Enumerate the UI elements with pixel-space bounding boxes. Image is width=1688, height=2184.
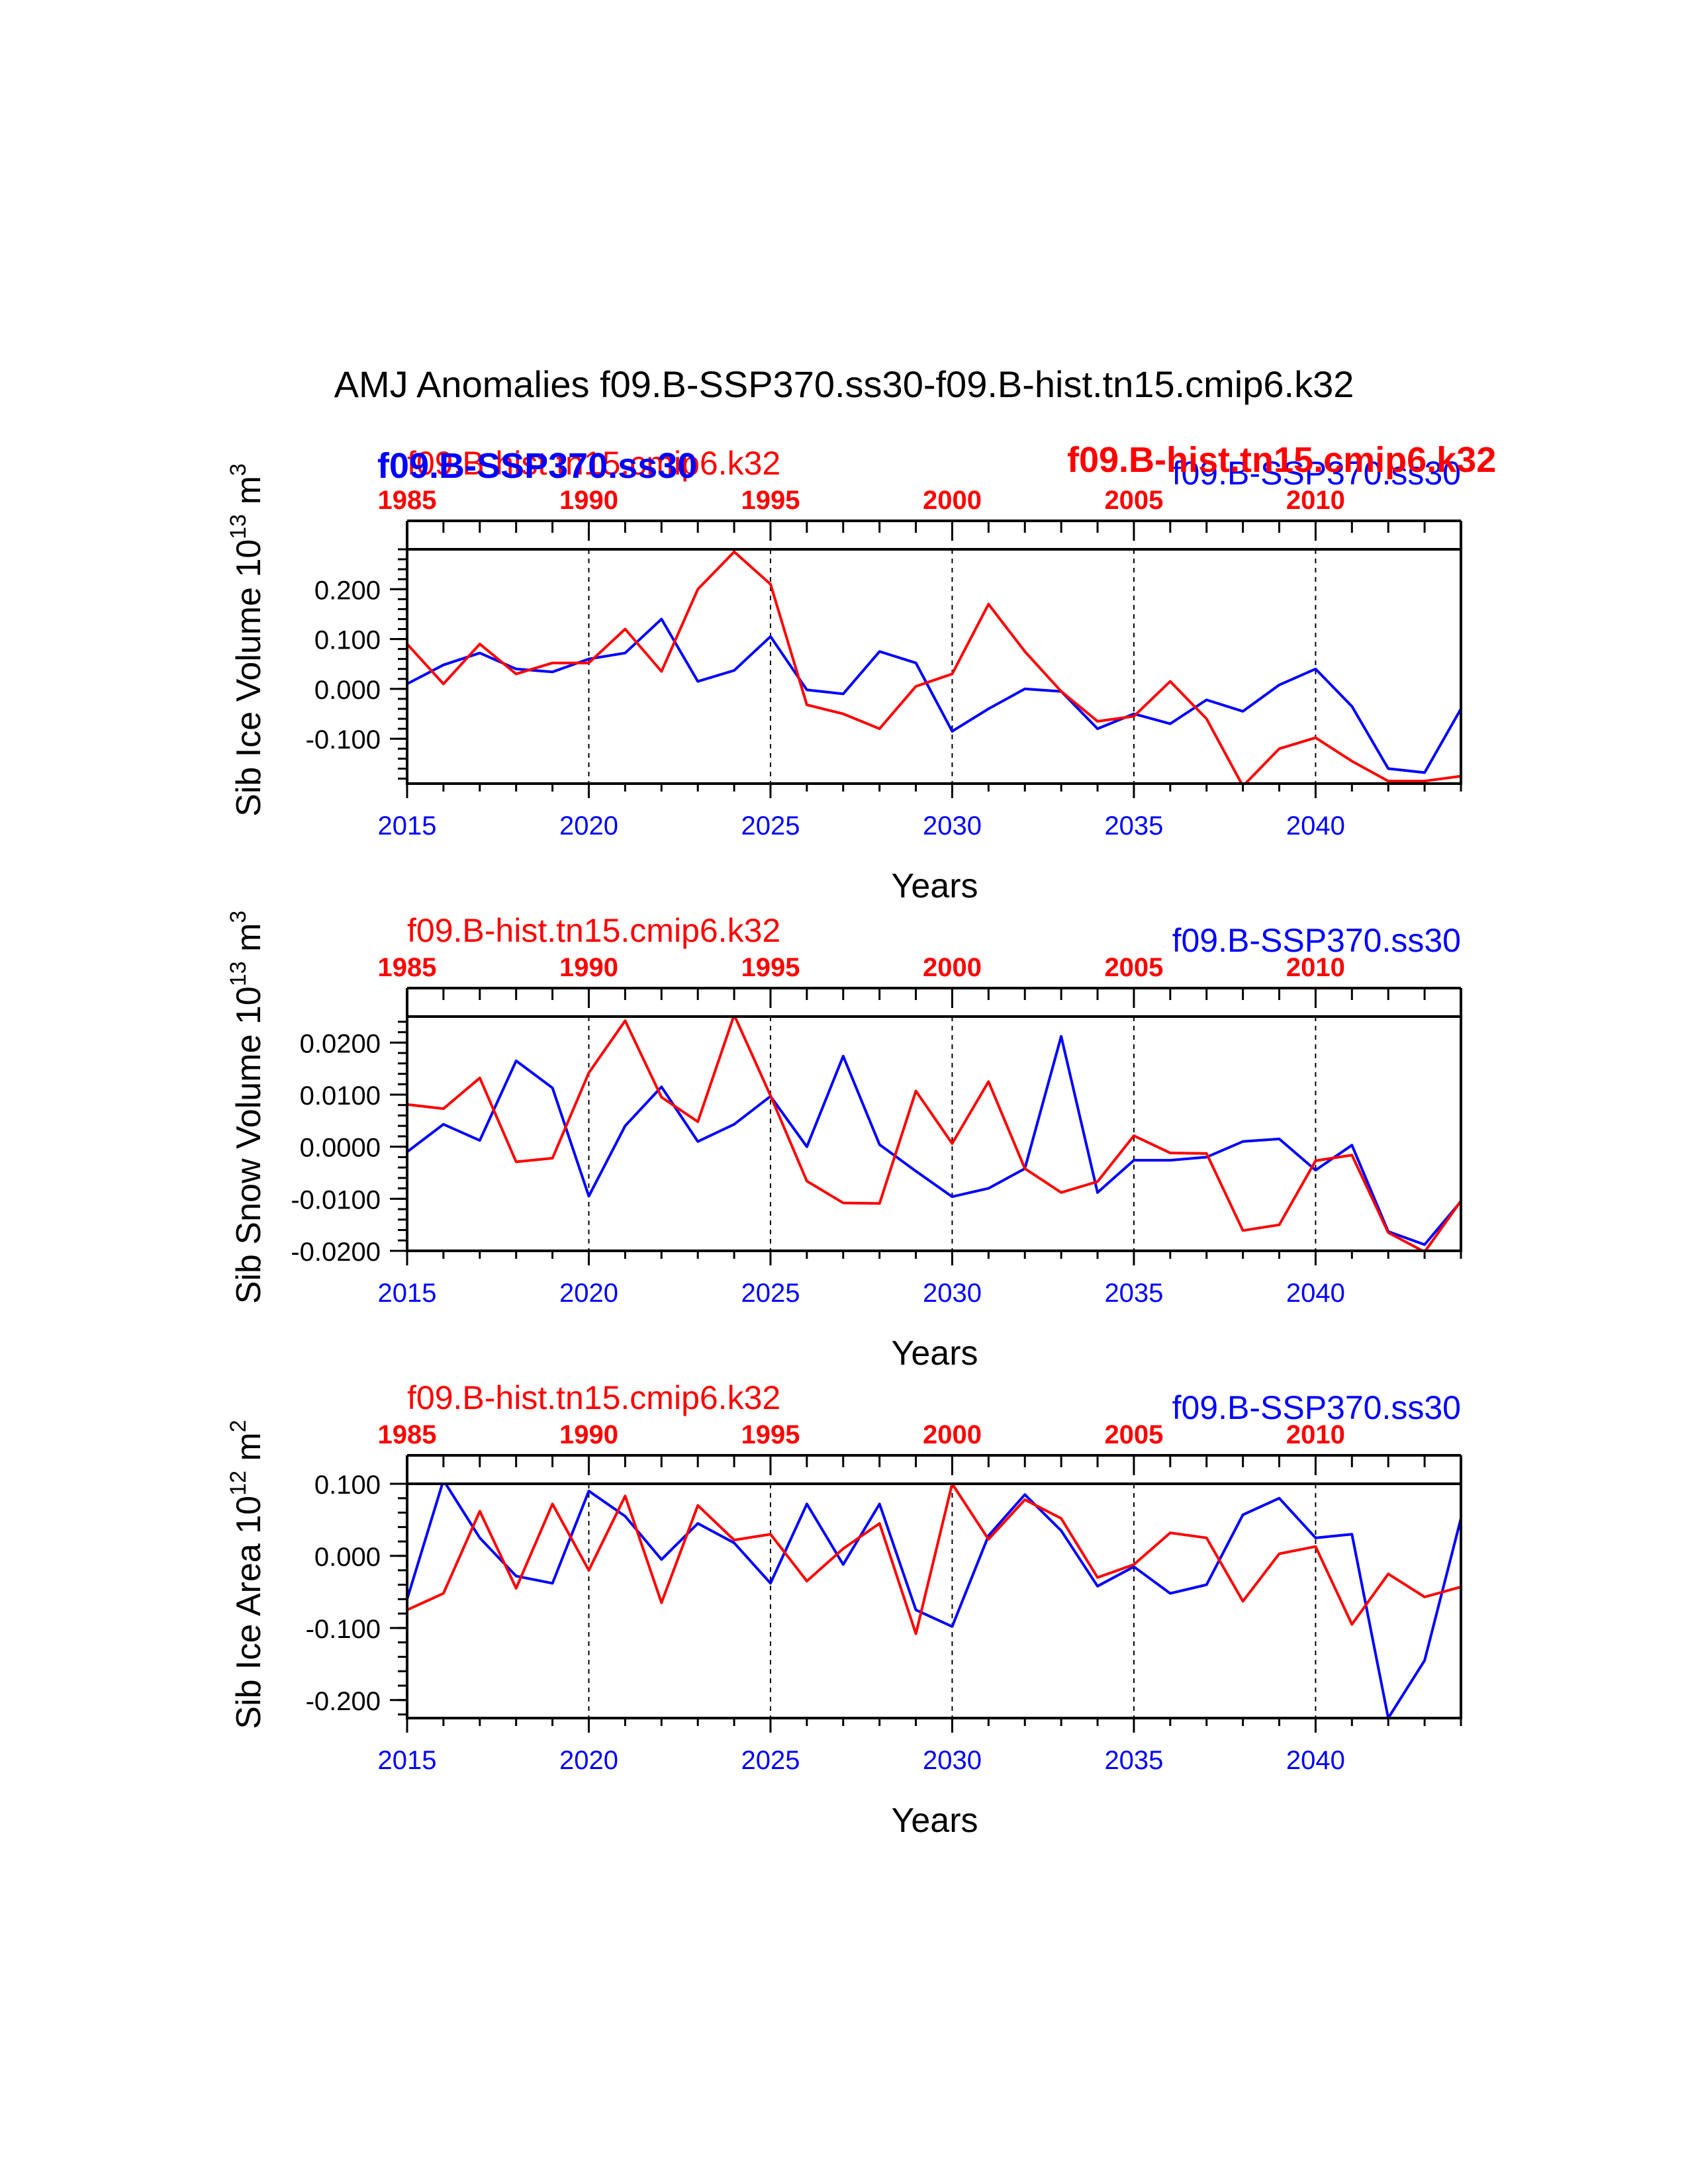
x-tick-label-top: 2010 (1286, 1420, 1345, 1449)
x-tick-label-bottom: 2020 (559, 1746, 618, 1775)
y-axis-label-unit: m (230, 476, 268, 514)
y-tick-label: -0.100 (306, 1615, 381, 1644)
y-axis-label: Sib Ice Volume 1013 m3 (226, 463, 268, 817)
x-tick-label-bottom: 2015 (378, 811, 437, 841)
panel-1: 0.200 0.100 0.000 -0.100 2015 2020 2025 2030 203… (226, 445, 1462, 905)
y-axis-label-unit: m (230, 923, 268, 962)
x-tick-label-bottom: 2025 (741, 811, 800, 841)
top-left-case-label: f09.B-hist.tn15.cmip6.k32 (407, 912, 780, 949)
y-tick-label: 0.100 (314, 1471, 381, 1500)
top-left-case-label: f09.B-hist.tn15.cmip6.k32 (407, 1379, 780, 1416)
y-tick-label: -0.100 (306, 725, 381, 754)
plot-frame (406, 548, 1462, 785)
chart-title: AMJ Anomalies f09.B-SSP370.ss30-f09.B-hi… (334, 363, 1354, 405)
y-axis-label-text: Sib Snow Volume 10 (230, 986, 268, 1304)
plot-frame (406, 1482, 1462, 1719)
y-tick-label: -0.0100 (291, 1185, 381, 1214)
y-tick-label: -0.200 (306, 1687, 381, 1716)
x-tick-label-bottom: 2030 (923, 811, 982, 841)
y-axis-label-text: Sib Ice Volume 10 (230, 539, 268, 817)
x-tick-label-top: 1985 (378, 1420, 437, 1449)
top-right-case-label: f09.B-SSP370.ss30 (1172, 1389, 1461, 1426)
x-tick-label-top: 2005 (1104, 1420, 1163, 1449)
x-axis-label: Years (891, 867, 978, 905)
series-line-ssp370 (407, 617, 1461, 774)
series-line-hist (407, 1017, 1461, 1251)
series-line-hist (407, 1484, 1461, 1635)
x-tick-label-bottom: 2035 (1104, 1746, 1163, 1775)
y-axis-label-unit-exponent: 3 (226, 463, 251, 476)
x-tick-label-bottom: 2015 (378, 1279, 437, 1308)
series-line-hist (407, 550, 1461, 784)
x-tick-label-bottom: 2035 (1104, 811, 1163, 841)
x-tick-label-bottom: 2030 (923, 1746, 982, 1775)
x-axis-label: Years (891, 1801, 978, 1840)
y-tick-label: 0.100 (314, 626, 381, 655)
y-axis-label-text: Sib Ice Area 10 (230, 1496, 268, 1729)
x-axis-label: Years (891, 1334, 978, 1373)
top-right-case-label: f09.B-SSP370.ss30 (1172, 455, 1461, 492)
series-line-ssp370 (407, 1034, 1461, 1246)
x-tick-label-bottom: 2020 (559, 811, 618, 841)
top-left-case-label: f09.B-hist.tn15.cmip6.k32 (407, 445, 780, 482)
y-axis-label-unit: m (230, 1432, 268, 1471)
x-tick-label-top: 1995 (741, 486, 800, 515)
panel-2: 0.0200 0.0100 0.0000 -0.0100 -0.0200 2015 2020… (226, 911, 1462, 1373)
y-tick-label: 0.000 (314, 676, 381, 705)
x-tick-label-bottom: 2025 (741, 1746, 800, 1775)
y-axis-label-exponent: 12 (226, 1471, 251, 1496)
x-tick-label-top: 1990 (559, 486, 618, 515)
y-tick-label: -0.0200 (291, 1238, 381, 1267)
panel-3: 0.100 0.000 -0.100 -0.200 2015 2020 2025 2030 20… (226, 1379, 1462, 1840)
x-tick-label-top: 2005 (1104, 953, 1163, 982)
y-axis-label: Sib Ice Area 1012 m2 (226, 1420, 268, 1729)
panels: 0.200 0.100 0.000 -0.100 2015 2020 2025 2030 203… (226, 445, 1462, 1840)
x-tick-label-bottom: 2020 (559, 1279, 618, 1308)
y-axis-label: Sib Snow Volume 1013 m3 (226, 911, 268, 1304)
x-tick-label-bottom: 2040 (1286, 1279, 1345, 1308)
x-tick-label-top: 1990 (559, 953, 618, 982)
x-tick-label-top: 2010 (1286, 953, 1345, 982)
top-right-case-label: f09.B-SSP370.ss30 (1172, 922, 1461, 959)
x-tick-label-top: 1985 (378, 953, 437, 982)
x-tick-label-top: 2000 (923, 953, 982, 982)
x-tick-label-top: 1995 (741, 1420, 800, 1449)
y-tick-label: 0.000 (314, 1543, 381, 1572)
overlay-labels: f09.B-SSP370.ss30 f09.B-hist.tn15.cmip6.… (377, 440, 1496, 486)
x-tick-label-top: 2000 (923, 486, 982, 515)
y-axis-label-unit-exponent: 3 (226, 911, 251, 923)
x-tick-label-top: 2000 (923, 1420, 982, 1449)
plot-frame (406, 1015, 1462, 1252)
x-tick-label-top: 1990 (559, 1420, 618, 1449)
y-tick-label: 0.200 (314, 576, 381, 605)
x-tick-label-bottom: 2035 (1104, 1279, 1163, 1308)
y-tick-label: 0.0000 (300, 1134, 381, 1163)
x-tick-label-top: 2010 (1286, 486, 1345, 515)
x-tick-label-bottom: 2030 (923, 1279, 982, 1308)
y-axis-label-exponent: 13 (226, 514, 251, 539)
x-tick-label-bottom: 2040 (1286, 1746, 1345, 1775)
x-tick-label-bottom: 2015 (378, 1746, 437, 1775)
x-tick-label-top: 1985 (378, 486, 437, 515)
x-tick-label-bottom: 2025 (741, 1279, 800, 1308)
y-tick-label: 0.0100 (300, 1081, 381, 1111)
overlay-ssp-label: f09.B-SSP370.ss30 (377, 446, 697, 486)
x-tick-label-top: 2005 (1104, 486, 1163, 515)
y-axis-label-unit-exponent: 2 (226, 1420, 251, 1432)
overlay-hist-label: f09.B-hist.tn15.cmip6.k32 (1067, 440, 1496, 480)
series-line-ssp370 (407, 1484, 1461, 1718)
x-tick-label-bottom: 2040 (1286, 811, 1345, 841)
y-tick-label: 0.0200 (300, 1029, 381, 1058)
y-axis-label-exponent: 13 (226, 962, 251, 987)
x-tick-label-top: 1995 (741, 953, 800, 982)
